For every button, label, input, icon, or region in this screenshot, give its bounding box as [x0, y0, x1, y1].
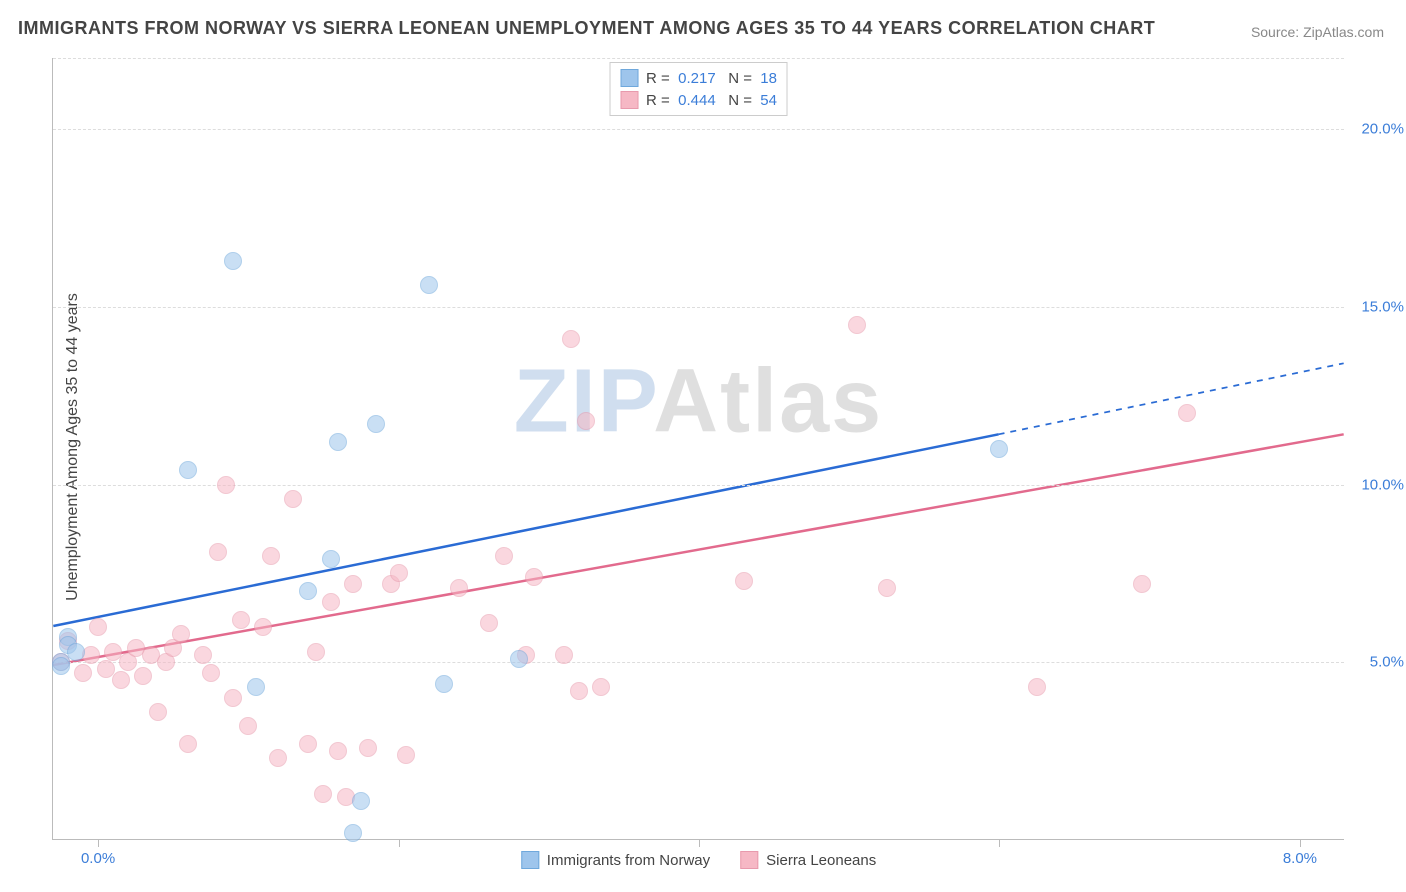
data-point — [194, 646, 212, 664]
data-point — [74, 664, 92, 682]
data-point — [359, 739, 377, 757]
data-point — [577, 412, 595, 430]
source-attribution: Source: ZipAtlas.com — [1251, 24, 1384, 40]
data-point — [390, 564, 408, 582]
data-point — [284, 490, 302, 508]
data-point — [450, 579, 468, 597]
legend-stats-row: R = 0.217 N = 18 — [620, 67, 777, 89]
data-point — [525, 568, 543, 586]
legend-swatch — [620, 69, 638, 87]
gridline — [53, 485, 1344, 486]
x-tick — [1300, 839, 1301, 847]
watermark-atlas: Atlas — [653, 351, 883, 451]
data-point — [52, 657, 70, 675]
legend-swatch — [740, 851, 758, 869]
data-point — [239, 717, 257, 735]
y-tick-label: 5.0% — [1370, 654, 1404, 671]
data-point — [314, 785, 332, 803]
data-point — [420, 276, 438, 294]
watermark: ZIPAtlas — [514, 350, 883, 453]
gridline — [53, 307, 1344, 308]
data-point — [848, 316, 866, 334]
data-point — [397, 746, 415, 764]
legend-stats-row: R = 0.444 N = 54 — [620, 89, 777, 111]
data-point — [307, 643, 325, 661]
data-point — [134, 667, 152, 685]
data-point — [322, 593, 340, 611]
data-point — [254, 618, 272, 636]
data-point — [232, 611, 250, 629]
data-point — [262, 547, 280, 565]
data-point — [247, 678, 265, 696]
legend-series-label: Sierra Leoneans — [766, 852, 876, 869]
data-point — [1178, 404, 1196, 422]
legend-stats-text: R = 0.217 N = 18 — [646, 70, 777, 87]
legend-swatch — [620, 91, 638, 109]
y-tick-label: 20.0% — [1361, 121, 1404, 138]
y-tick-label: 10.0% — [1361, 476, 1404, 493]
data-point — [224, 252, 242, 270]
legend-swatch — [521, 851, 539, 869]
y-tick-label: 15.0% — [1361, 298, 1404, 315]
legend-series-item: Immigrants from Norway — [521, 851, 710, 869]
data-point — [299, 582, 317, 600]
data-point — [322, 550, 340, 568]
legend-series-label: Immigrants from Norway — [547, 852, 710, 869]
data-point — [344, 575, 362, 593]
data-point — [67, 643, 85, 661]
x-tick-label: 0.0% — [81, 850, 115, 867]
watermark-zip: ZIP — [514, 351, 653, 451]
data-point — [510, 650, 528, 668]
data-point — [1133, 575, 1151, 593]
data-point — [202, 664, 220, 682]
data-point — [990, 440, 1008, 458]
data-point — [269, 749, 287, 767]
legend-series: Immigrants from Norway Sierra Leoneans — [521, 851, 876, 869]
data-point — [562, 330, 580, 348]
data-point — [112, 671, 130, 689]
data-point — [352, 792, 370, 810]
data-point — [89, 618, 107, 636]
legend-stats: R = 0.217 N = 18 R = 0.444 N = 54 — [609, 62, 788, 116]
data-point — [344, 824, 362, 842]
legend-stats-text: R = 0.444 N = 54 — [646, 92, 777, 109]
data-point — [299, 735, 317, 753]
data-point — [179, 735, 197, 753]
data-point — [179, 461, 197, 479]
gridline — [53, 662, 1344, 663]
x-tick-label: 8.0% — [1283, 850, 1317, 867]
data-point — [329, 742, 347, 760]
x-tick — [699, 839, 700, 847]
data-point — [367, 415, 385, 433]
data-point — [878, 579, 896, 597]
legend-series-item: Sierra Leoneans — [740, 851, 876, 869]
data-point — [224, 689, 242, 707]
data-point — [435, 675, 453, 693]
data-point — [172, 625, 190, 643]
page-title: IMMIGRANTS FROM NORWAY VS SIERRA LEONEAN… — [18, 18, 1155, 39]
data-point — [570, 682, 588, 700]
data-point — [149, 703, 167, 721]
data-point — [329, 433, 347, 451]
data-point — [555, 646, 573, 664]
data-point — [217, 476, 235, 494]
data-point — [480, 614, 498, 632]
data-point — [495, 547, 513, 565]
x-tick — [999, 839, 1000, 847]
data-point — [735, 572, 753, 590]
data-point — [1028, 678, 1046, 696]
gridline — [53, 58, 1344, 59]
data-point — [209, 543, 227, 561]
gridline — [53, 129, 1344, 130]
x-tick — [98, 839, 99, 847]
scatter-plot: Unemployment Among Ages 35 to 44 years Z… — [52, 58, 1344, 840]
x-tick — [399, 839, 400, 847]
data-point — [592, 678, 610, 696]
